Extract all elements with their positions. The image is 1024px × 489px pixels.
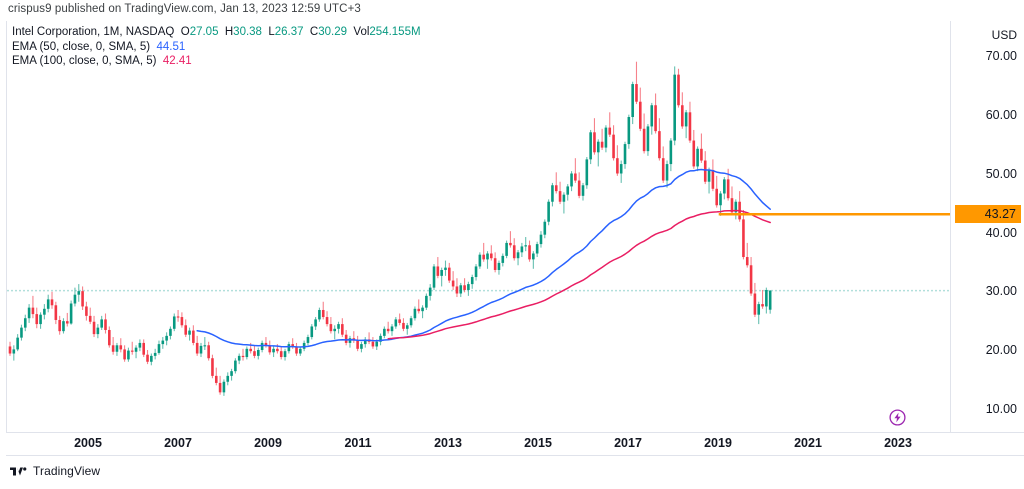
legend-open-label: O [180,26,190,38]
date-axis-tick: 2005 [74,436,102,450]
legend-volume-label: Vol [353,26,370,38]
price-axis-currency: USD [991,28,1017,42]
legend-ema100-value: 42.41 [162,55,192,67]
date-axis-top-border [6,432,1024,433]
date-axis-tick: 2021 [794,436,822,450]
tradingview-logo-icon [10,466,27,475]
earnings-event-marker[interactable] [889,409,906,426]
price-axis-tick: 30.00 [985,284,1017,299]
date-axis-tick: 2007 [164,436,192,450]
legend-ema50-label: EMA (50, close, 0, SMA, 5) [12,40,151,53]
price-axis-tick: 60.00 [985,107,1017,122]
date-axis-tick: 2013 [434,436,462,450]
legend-symbol: Intel Corporation, 1M, NASDAQ [12,26,175,38]
price-axis-tick: 70.00 [985,49,1017,63]
date-axis-tick: 2023 [884,436,912,450]
legend-high-label: H [224,26,234,38]
price-axis-tick: 10.00 [985,402,1017,416]
current-price-badge[interactable]: 43.27 [955,205,1021,224]
published-by-text: crispus9 published on TradingView.com, J… [8,3,361,15]
legend-close-value: 30.29 [318,26,348,38]
legend-volume-value: 254.155M [369,26,421,38]
legend-ema100-row[interactable]: EMA (100, close, 0, SMA, 5) 42.41 [12,54,421,69]
date-axis-tick: 2017 [614,436,642,450]
price-axis-separator [950,21,951,432]
legend-low-label: L [268,26,275,38]
price-axis-tick: 40.00 [985,225,1017,240]
legend-low-value: 26.37 [274,26,304,38]
legend-ema50-value: 44.51 [156,40,186,53]
date-axis-tick: 2009 [254,436,282,450]
date-axis-tick: 2019 [704,436,732,450]
date-axis-tick: 2015 [524,436,552,450]
legend-high-value: 30.38 [233,26,262,38]
date-axis-tick: 2011 [344,436,372,450]
legend-open-value: 27.05 [189,26,219,38]
chart-legend: Intel Corporation, 1M, NASDAQ O27.05 H30… [12,25,421,69]
lightning-bolt-circle-icon [889,409,906,426]
legend-ema50-row[interactable]: EMA (50, close, 0, SMA, 5) 44.51 [12,40,421,55]
date-axis-bottom-border [6,455,1024,456]
legend-close-label: C [309,26,319,38]
chart-plot-area[interactable] [6,21,950,432]
legend-ema100-label: EMA (100, close, 0, SMA, 5) [12,55,157,67]
price-axis-tick: 50.00 [985,166,1017,181]
price-axis[interactable]: USD 70.00 60.00 50.00 40.00 30.00 20.00 10.00 4… [951,21,1024,432]
legend-symbol-row[interactable]: Intel Corporation, 1M, NASDAQ O27.05 H30… [12,25,421,40]
tradingview-footer-brand: TradingView [10,464,100,478]
price-axis-tick: 20.00 [985,343,1017,358]
tradingview-brand-text: TradingView [33,464,101,478]
date-axis[interactable]: 2005 2007 2009 2011 2013 2015 2017 2019 2021 2023 [0,432,950,455]
